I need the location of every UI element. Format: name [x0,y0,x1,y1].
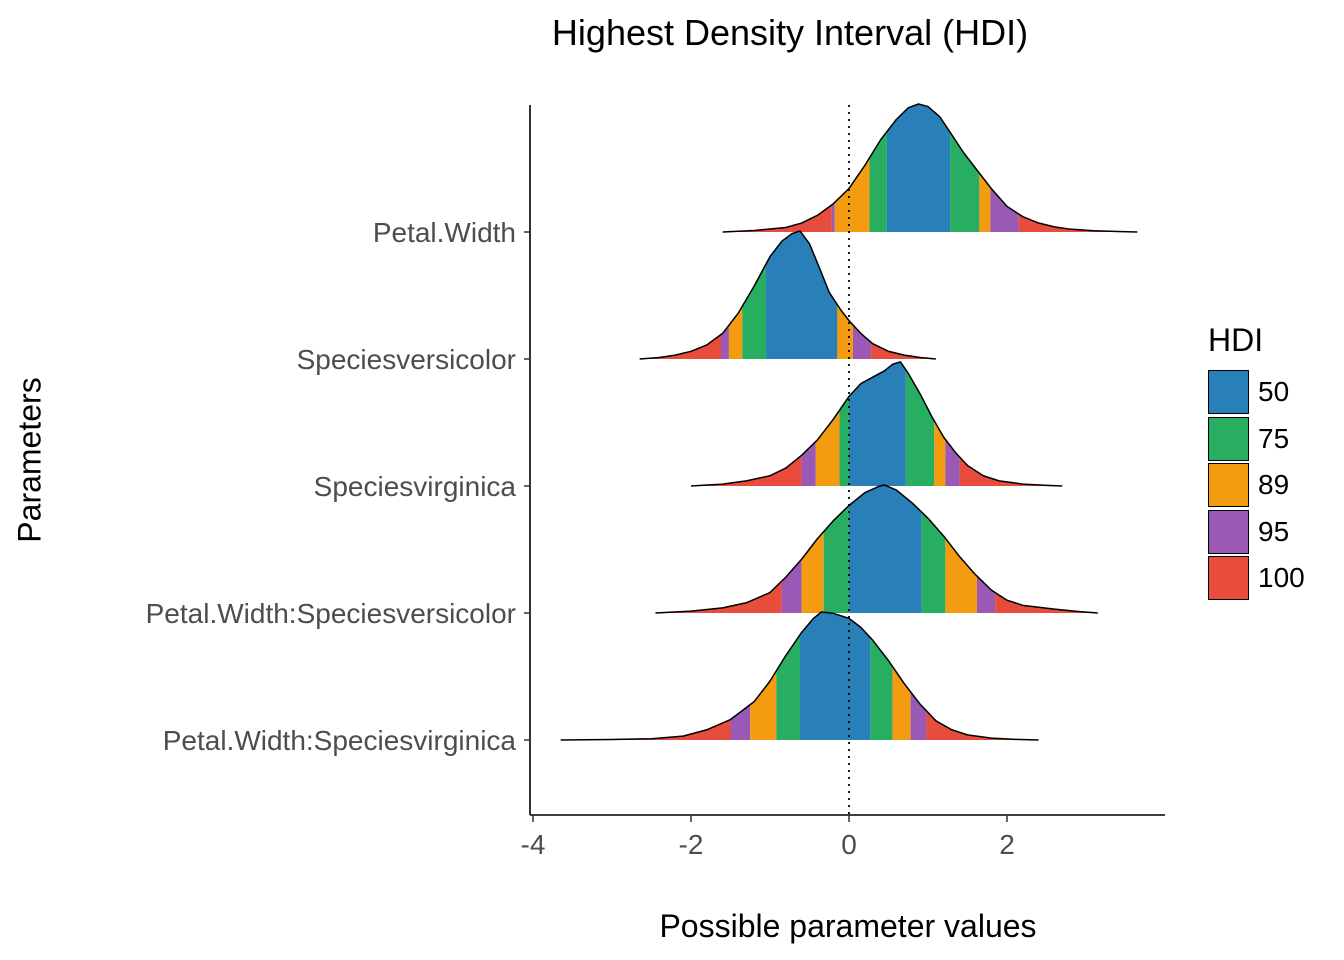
chart-title: Highest Density Interval (HDI) [551,12,1029,53]
legend-swatch-89 [1208,463,1249,508]
hdi-band-89 [834,157,870,232]
hdi-band-95 [852,324,872,359]
legend-swatch-75 [1208,416,1249,461]
density-outline [655,484,1098,614]
hdi-band-89 [837,304,853,359]
hdi-band-100 [1018,214,1138,232]
hdi-band-75 [742,263,767,359]
legend-item: 100 [1208,555,1305,602]
hdi-band-75 [950,132,980,232]
density-outline [639,230,936,360]
legend: HDI 50 75 89 95 100 [1208,322,1305,602]
legend-swatch-100 [1208,556,1249,601]
y-tick-label: Petal.Width [373,217,516,248]
ridge-petal-width [722,103,1138,233]
hdi-band-89 [979,173,991,232]
hdi-band-50 [849,361,906,486]
density-outline [722,103,1138,233]
y-tick-label: Speciesvirginica [314,471,517,502]
x-tick-label: -4 [521,829,546,860]
hdi-band-89 [728,306,743,359]
hdi-band-50 [886,104,951,232]
hdi-band-89 [945,538,977,613]
legend-swatch-50 [1208,370,1249,415]
y-tick-label: Speciesversicolor [297,344,516,375]
hdi-band-100 [871,342,936,359]
legend-label: 75 [1258,422,1290,454]
y-tick-label: Petal.Width:Speciesversicolor [146,598,516,629]
hdi-band-100 [639,334,722,359]
hdi-band-89 [815,410,840,486]
legend-label: 89 [1258,469,1290,501]
hdi-band-75 [905,369,935,486]
hdi-band-89 [892,666,911,740]
ridge-petal-width-speciesversicolor [655,484,1098,614]
hdi-band-100 [691,455,802,486]
hdi-band-89 [801,531,824,613]
x-tick-label: 2 [999,829,1015,860]
hdi-band-75 [839,396,849,486]
hdi-band-95 [945,439,960,486]
density-outline [690,361,1063,487]
hdi-band-100 [722,204,832,232]
legend-title: HDI [1208,322,1264,358]
legend-swatch-95 [1208,509,1249,554]
ridge-speciesvirginica [690,361,1063,487]
legend-item: 75 [1208,416,1305,463]
x-axis-label: Possible parameter values [659,908,1037,944]
hdi-band-75 [776,634,801,740]
hdi-band-75 [823,505,849,613]
hdi-band-95 [730,704,751,740]
x-tick-label: 0 [841,829,857,860]
ridge-petal-width-speciesvirginica [560,611,1039,741]
hdi-band-75 [921,512,946,613]
hdi-band-100 [926,710,1039,740]
density-outline [560,611,1039,741]
hdi-band-100 [995,592,1098,613]
legend-item: 50 [1208,369,1305,416]
legend-label: 100 [1258,562,1305,594]
hdi-band-50 [766,231,849,359]
legend-item: 89 [1208,462,1305,509]
hdi-band-95 [781,559,802,613]
hdi-band-100 [655,581,782,613]
x-tick-label: -2 [679,829,704,860]
legend-item: 95 [1208,509,1305,556]
hdi-band-95 [976,576,996,613]
ridge-speciesversicolor [639,230,936,360]
hdi-band-89 [934,420,946,486]
hdi-band-95 [831,202,835,232]
hdi-band-89 [750,670,777,740]
legend-label: 50 [1258,376,1290,408]
hdi-band-95 [990,187,1019,232]
legend-label: 95 [1258,515,1290,547]
hdi-band-100 [959,456,1063,486]
hdi-band-95 [910,691,927,740]
hdi-band-50 [849,485,922,613]
hdi-band-50 [800,612,871,740]
hdi-band-75 [869,131,887,232]
y-tick-label: Petal.Width:Speciesvirginica [163,725,517,756]
hdi-band-75 [870,637,893,740]
